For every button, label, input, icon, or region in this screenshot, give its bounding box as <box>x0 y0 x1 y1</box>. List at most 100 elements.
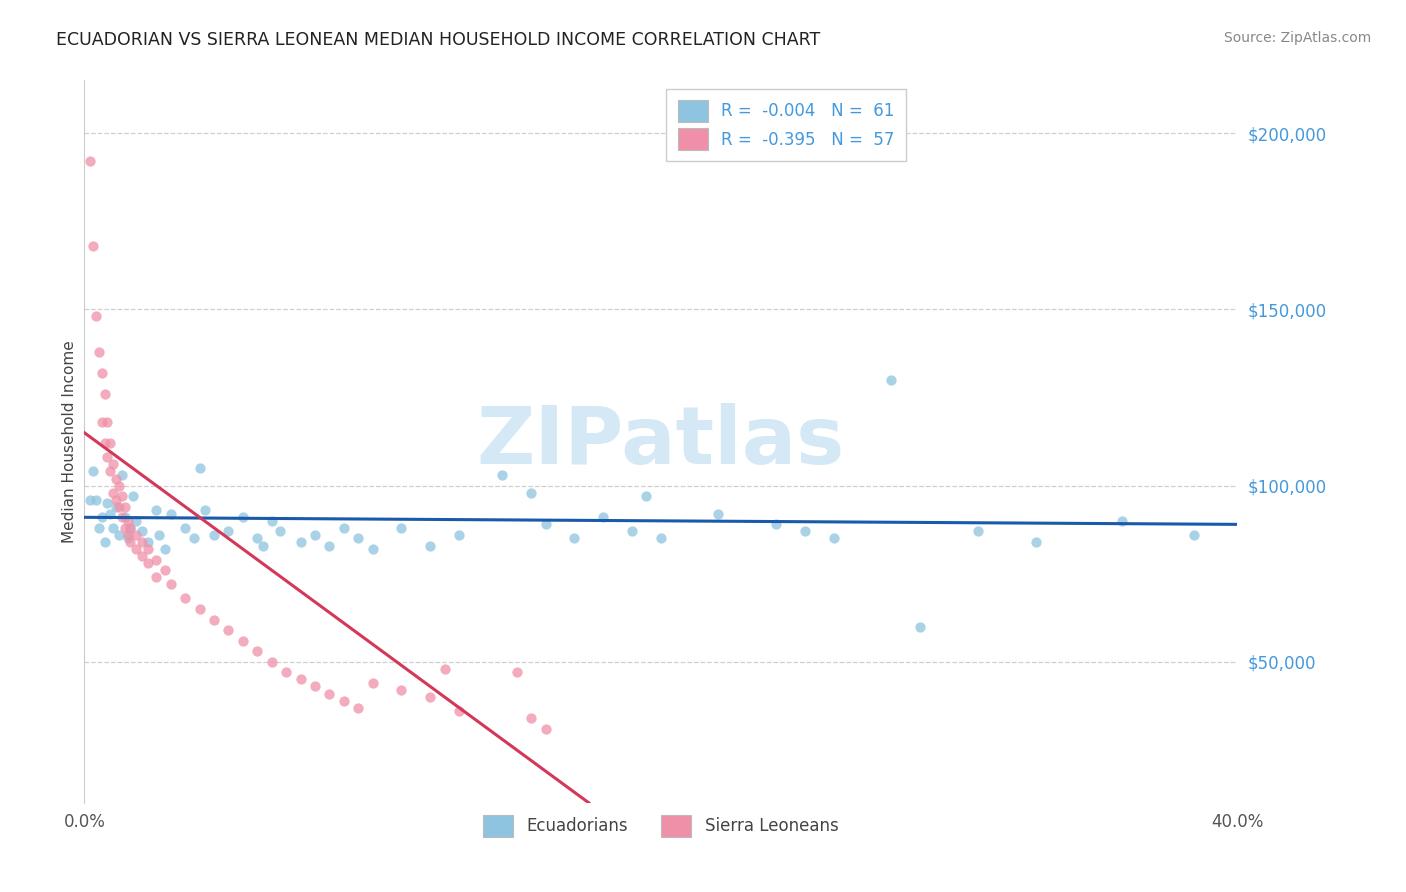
Point <box>391 521 413 535</box>
Point <box>246 644 269 658</box>
Point <box>707 507 730 521</box>
Point <box>318 687 340 701</box>
Point <box>111 510 134 524</box>
Point <box>84 310 107 324</box>
Point <box>823 532 845 546</box>
Point <box>93 436 115 450</box>
Point <box>103 521 124 535</box>
Point <box>304 528 326 542</box>
Point <box>534 517 557 532</box>
Point <box>120 521 142 535</box>
Point <box>136 556 159 570</box>
Point <box>592 510 614 524</box>
Point <box>131 549 153 563</box>
Point <box>96 450 118 465</box>
Point <box>218 623 240 637</box>
Text: ZIPatlas: ZIPatlas <box>477 402 845 481</box>
Point <box>120 535 142 549</box>
Point <box>202 613 225 627</box>
Point <box>103 485 124 500</box>
Point <box>145 503 167 517</box>
Point <box>1182 528 1205 542</box>
Point <box>347 532 370 546</box>
Point <box>188 602 211 616</box>
Point <box>84 492 107 507</box>
Point <box>96 496 118 510</box>
Point <box>232 510 254 524</box>
Point <box>260 514 283 528</box>
Point <box>125 542 148 557</box>
Point <box>90 366 112 380</box>
Point <box>491 468 513 483</box>
Point <box>218 524 240 539</box>
Point <box>79 492 101 507</box>
Point <box>794 524 817 539</box>
Point <box>90 415 112 429</box>
Point <box>650 532 672 546</box>
Point <box>145 552 167 566</box>
Point <box>506 665 529 680</box>
Point <box>105 500 128 514</box>
Point <box>96 415 118 429</box>
Point <box>260 655 283 669</box>
Point <box>131 535 153 549</box>
Point <box>967 524 990 539</box>
Point <box>105 471 128 485</box>
Point <box>87 521 110 535</box>
Point <box>304 680 326 694</box>
Point <box>347 700 370 714</box>
Point <box>120 521 142 535</box>
Point <box>333 693 356 707</box>
Point <box>361 542 384 557</box>
Point <box>145 570 167 584</box>
Point <box>1025 535 1047 549</box>
Point <box>148 528 170 542</box>
Point <box>361 676 384 690</box>
Point <box>202 528 225 542</box>
Point <box>174 591 197 606</box>
Point <box>419 539 441 553</box>
Text: ECUADORIAN VS SIERRA LEONEAN MEDIAN HOUSEHOLD INCOME CORRELATION CHART: ECUADORIAN VS SIERRA LEONEAN MEDIAN HOUS… <box>56 31 821 49</box>
Point <box>269 524 291 539</box>
Point <box>449 528 471 542</box>
Point <box>765 517 787 532</box>
Point <box>111 489 134 503</box>
Point <box>153 563 176 577</box>
Point <box>333 521 356 535</box>
Point <box>391 683 413 698</box>
Point <box>117 532 139 546</box>
Point <box>183 532 205 546</box>
Point <box>534 722 557 736</box>
Point <box>194 503 217 517</box>
Point <box>125 514 148 528</box>
Point <box>105 492 128 507</box>
Point <box>98 465 121 479</box>
Point <box>232 633 254 648</box>
Point <box>117 528 139 542</box>
Point <box>87 344 110 359</box>
Point <box>252 539 274 553</box>
Point <box>125 528 148 542</box>
Point <box>636 489 658 503</box>
Point <box>153 542 176 557</box>
Point <box>114 510 136 524</box>
Point <box>419 690 441 704</box>
Point <box>174 521 197 535</box>
Point <box>111 468 134 483</box>
Point <box>93 387 115 401</box>
Point <box>90 510 112 524</box>
Point <box>290 673 312 687</box>
Point <box>114 521 136 535</box>
Point <box>93 535 115 549</box>
Point <box>82 465 104 479</box>
Point <box>621 524 644 539</box>
Point <box>880 373 903 387</box>
Point <box>276 665 298 680</box>
Point <box>246 532 269 546</box>
Point <box>108 528 131 542</box>
Legend: Ecuadorians, Sierra Leoneans: Ecuadorians, Sierra Leoneans <box>475 807 846 845</box>
Point <box>188 461 211 475</box>
Point <box>160 577 183 591</box>
Point <box>449 704 471 718</box>
Point <box>122 489 145 503</box>
